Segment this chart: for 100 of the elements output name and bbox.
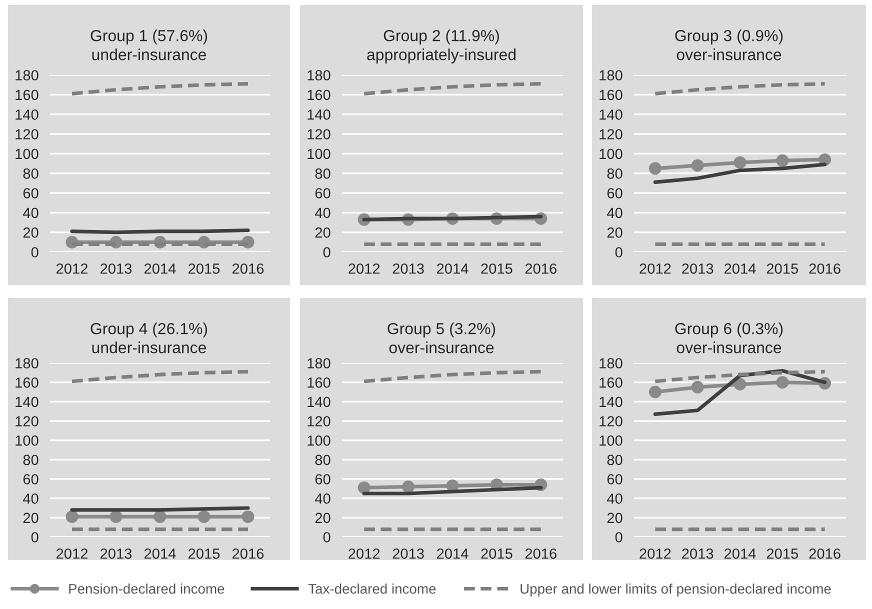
- x-tick-label: 2015: [766, 263, 798, 274]
- y-tick-label: 120: [16, 129, 38, 140]
- x-tick-label: 2013: [682, 548, 714, 559]
- y-tick-label: 20: [23, 512, 38, 524]
- x-tick-label: 2012: [348, 548, 380, 559]
- x-tick-label: 2014: [724, 263, 756, 274]
- y-tick-label: 0: [615, 247, 622, 258]
- y-tick-label: 80: [315, 168, 330, 179]
- x-tick-label: 2015: [481, 548, 512, 559]
- chart-subtitle: under-insurance: [92, 342, 206, 354]
- x-tick-label: 2012: [348, 263, 380, 274]
- y-tick-label: 0: [323, 532, 330, 542]
- y-tick-label: 140: [308, 396, 330, 408]
- y-tick-label: 100: [308, 435, 330, 446]
- chart-subtitle: over-insurance: [676, 48, 782, 60]
- y-tick-label: 180: [16, 70, 38, 80]
- chart-title: Group 2 (11.9%): [384, 30, 499, 44]
- x-tick-label: 2012: [56, 263, 88, 274]
- y-tick-label: 120: [16, 416, 38, 426]
- y-tick-label: 120: [308, 416, 330, 426]
- x-tick-label: 2015: [188, 263, 220, 274]
- legend-label: Upper and lower limits of pension-declared income: [520, 584, 831, 596]
- y-tick-label: 100: [308, 148, 330, 160]
- chart-title: Group 4 (26.1%): [90, 322, 208, 338]
- y-tick-label: 160: [16, 90, 38, 100]
- legend-label: Pension-declared income: [69, 584, 224, 594]
- y-tick-label: 160: [16, 377, 38, 388]
- y-tick-label: 80: [607, 454, 622, 466]
- line-series: [653, 82, 827, 96]
- y-tick-label: 120: [600, 416, 622, 426]
- y-tick-label: 20: [315, 512, 330, 524]
- y-tick-label: 180: [308, 358, 330, 368]
- point: [734, 156, 746, 169]
- x-tick-label: 2013: [392, 548, 424, 559]
- y-tick-label: 20: [315, 227, 330, 238]
- point: [691, 380, 704, 394]
- y-tick-label: 0: [323, 247, 330, 258]
- y-tick-label: 180: [308, 70, 330, 80]
- y-tick-label: 60: [315, 188, 330, 198]
- y-tick-label: 80: [23, 454, 38, 466]
- point: [648, 386, 662, 398]
- x-tick-label: 2014: [724, 548, 756, 559]
- y-tick-label: 40: [23, 208, 38, 218]
- x-tick-label: 2013: [392, 263, 424, 274]
- x-tick-label: 2014: [437, 548, 468, 559]
- y-tick-label: 0: [31, 532, 38, 542]
- x-tick-label: 2013: [682, 263, 714, 274]
- y-tick-label: 180: [16, 358, 38, 368]
- x-tick-label: 2015: [766, 548, 798, 559]
- y-tick-label: 100: [16, 435, 38, 446]
- y-tick-label: 100: [600, 435, 622, 446]
- x-tick-label: 2014: [437, 263, 468, 274]
- chart-subtitle: over-insurance: [676, 342, 782, 354]
- y-tick-label: 120: [308, 129, 330, 140]
- y-tick-label: 140: [16, 396, 38, 408]
- y-tick-label: 20: [23, 227, 38, 238]
- y-tick-label: 40: [315, 493, 330, 504]
- x-tick-label: 2016: [525, 263, 556, 274]
- x-tick-label: 2014: [144, 263, 176, 274]
- point: [776, 376, 789, 389]
- legend-label: Tax-declared income: [308, 584, 436, 594]
- y-tick-label: 0: [615, 532, 622, 542]
- x-tick-label: 2015: [481, 263, 512, 274]
- y-tick-label: 160: [600, 90, 622, 100]
- point: [776, 154, 789, 167]
- y-tick-label: 100: [600, 148, 622, 160]
- y-tick-label: 120: [600, 129, 622, 140]
- x-tick-label: 2013: [100, 548, 132, 559]
- y-tick-label: 160: [600, 377, 622, 388]
- y-tick-label: 180: [600, 70, 622, 80]
- y-tick-label: 60: [607, 188, 622, 198]
- chart-subtitle: over-insurance: [389, 342, 494, 354]
- point: [691, 159, 704, 172]
- x-tick-label: 2013: [100, 263, 132, 274]
- chart-title: Group 3 (0.9%): [675, 30, 783, 44]
- y-tick-label: 0: [31, 247, 38, 258]
- y-tick-label: 140: [600, 396, 622, 408]
- y-tick-label: 80: [23, 168, 38, 179]
- chart-title: Group 5 (3.2%): [388, 322, 496, 338]
- y-tick-label: 160: [308, 377, 330, 388]
- y-tick-label: 80: [315, 454, 330, 466]
- x-tick-label: 2012: [640, 263, 671, 274]
- x-tick-label: 2016: [232, 548, 264, 559]
- y-tick-label: 60: [23, 474, 38, 484]
- point: [734, 378, 746, 391]
- line-series: [70, 370, 250, 384]
- y-tick-label: 40: [315, 208, 330, 218]
- y-tick-label: 80: [607, 168, 622, 179]
- y-tick-label: 140: [16, 109, 38, 120]
- y-tick-label: 60: [23, 188, 38, 198]
- x-tick-label: 2012: [640, 548, 671, 559]
- y-tick-label: 60: [607, 474, 622, 484]
- chart-subtitle: appropriately-insured: [367, 48, 516, 64]
- y-tick-label: 180: [600, 358, 622, 368]
- x-tick-label: 2012: [56, 548, 88, 559]
- line-series: [362, 82, 543, 96]
- chart-title: Group 1 (57.6%): [90, 30, 208, 44]
- y-tick-label: 140: [600, 109, 622, 120]
- x-tick-label: 2016: [232, 263, 264, 274]
- x-tick-label: 2014: [144, 548, 176, 559]
